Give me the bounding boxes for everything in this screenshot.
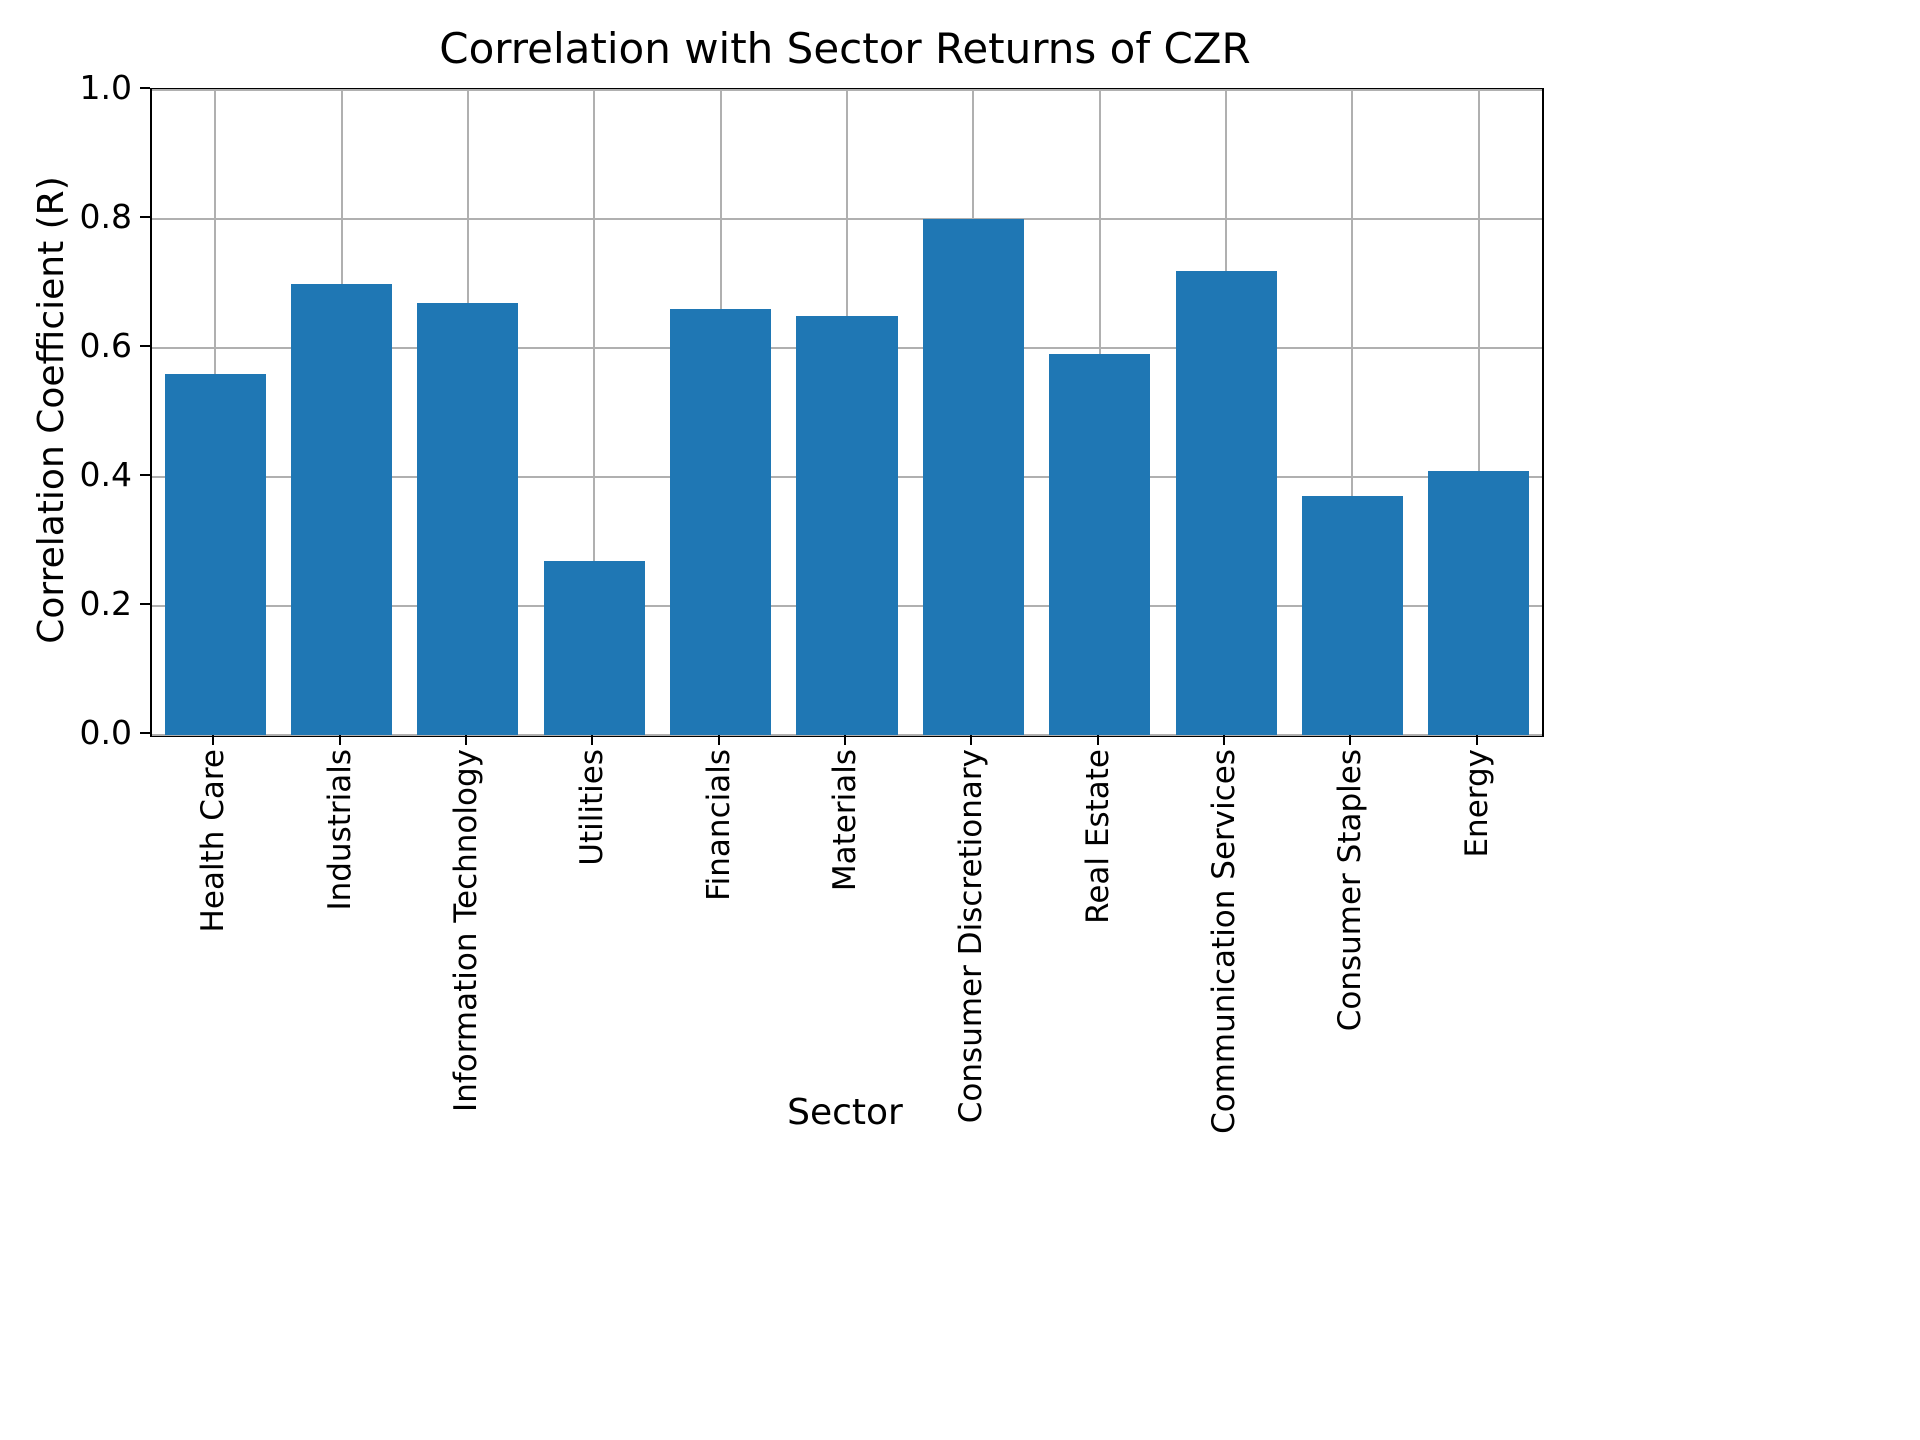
x-tick-mark [591, 735, 594, 745]
gridline-vertical [1477, 90, 1480, 735]
x-tick-label-text: Consumer Staples [1332, 749, 1369, 1032]
x-tick-label: Utilities [574, 749, 610, 866]
x-tick-mark [338, 735, 341, 745]
y-axis-label: Correlation Coefficient (R) [31, 176, 72, 644]
x-tick-label-text: Health Care [195, 749, 232, 933]
y-tick-mark [140, 87, 150, 89]
y-tick-label: 0.8 [79, 197, 132, 236]
gridline-vertical [1351, 90, 1354, 735]
x-tick-mark [970, 735, 973, 745]
x-tick-mark [717, 735, 720, 745]
y-tick-label: 1.0 [79, 68, 132, 107]
x-tick-label-text: Utilities [574, 749, 611, 866]
x-tick-label-text: Communication Services [1206, 749, 1243, 1134]
x-tick-label-text: Materials [827, 749, 863, 892]
x-tick-label: Industrials [322, 749, 358, 911]
gridline-vertical [593, 90, 596, 735]
bar [543, 560, 645, 735]
gridline-horizontal [152, 734, 1542, 736]
bar [291, 283, 393, 735]
x-tick-label-text: Energy [1458, 749, 1495, 858]
x-tick-label: Materials [827, 749, 863, 891]
bar [417, 302, 519, 735]
x-tick-label-text: Real Estate [1079, 749, 1116, 924]
x-tick-mark [1223, 735, 1226, 745]
x-tick-label: Financials [701, 749, 737, 901]
y-tick-mark [140, 603, 150, 605]
y-tick-mark [140, 345, 150, 347]
x-tick-mark [464, 735, 467, 745]
x-axis-label: Sector [787, 1092, 903, 1133]
x-tick-label: Consumer Staples [1332, 749, 1368, 1031]
y-tick-label: 0.4 [79, 455, 132, 494]
bar [1175, 270, 1277, 735]
chart-title: Correlation with Sector Returns of CZR [439, 24, 1251, 73]
bar [796, 315, 898, 735]
x-tick-mark [212, 735, 215, 745]
x-tick-mark [1096, 735, 1099, 745]
bar [1428, 470, 1530, 735]
y-axis-label-text: Correlation Coefficient (R) [31, 176, 72, 644]
x-tick-label: Real Estate [1080, 749, 1116, 924]
plot-area [150, 88, 1544, 737]
bar [1301, 496, 1403, 735]
x-tick-label: Communication Services [1206, 749, 1242, 1134]
x-tick-label: Information Technology [448, 749, 484, 1112]
x-tick-mark [1475, 735, 1478, 745]
y-tick-label: 0.6 [79, 326, 132, 365]
x-tick-label: Health Care [195, 749, 231, 932]
bar [670, 309, 772, 735]
x-tick-mark [844, 735, 846, 745]
bar [922, 219, 1024, 735]
y-tick-label: 0.0 [79, 713, 132, 752]
y-tick-mark [140, 732, 150, 734]
bar [164, 373, 266, 735]
x-tick-label: Consumer Discretionary [953, 749, 989, 1123]
x-tick-label-text: Financials [700, 749, 737, 901]
y-tick-mark [140, 474, 150, 476]
x-tick-mark [1349, 735, 1352, 745]
bar [1049, 354, 1151, 735]
x-tick-label-text: Industrials [321, 749, 358, 911]
y-tick-label: 0.2 [79, 584, 132, 623]
y-tick-mark [140, 216, 150, 218]
x-tick-label-text: Consumer Discretionary [953, 749, 990, 1124]
x-tick-label-text: Information Technology [447, 749, 484, 1112]
x-tick-label: Energy [1459, 749, 1495, 858]
